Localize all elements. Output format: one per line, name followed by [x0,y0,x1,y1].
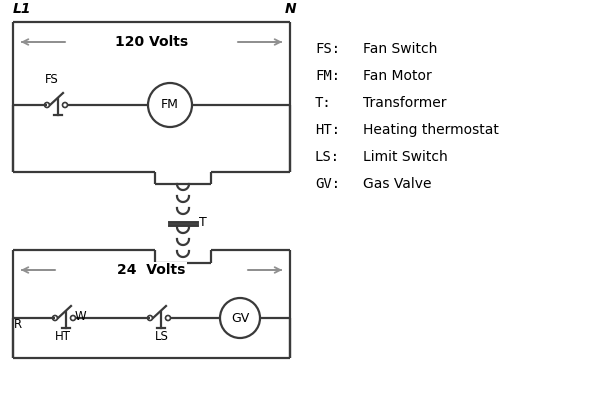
Text: HT:: HT: [315,123,340,137]
Text: Limit Switch: Limit Switch [363,150,448,164]
Text: FM:: FM: [315,69,340,83]
Text: L1: L1 [13,2,31,16]
Text: 24  Volts: 24 Volts [117,263,186,277]
Text: Fan Switch: Fan Switch [363,42,437,56]
Text: Transformer: Transformer [363,96,447,110]
Text: LS: LS [155,330,169,343]
Text: Heating thermostat: Heating thermostat [363,123,499,137]
Text: HT: HT [55,330,71,343]
Text: W: W [75,310,87,323]
Text: T: T [199,216,206,230]
Text: LS:: LS: [315,150,340,164]
Text: FM: FM [161,98,179,112]
Text: N: N [285,2,297,16]
Text: GV:: GV: [315,177,340,191]
Text: R: R [14,318,22,331]
Text: GV: GV [231,312,249,324]
Text: Gas Valve: Gas Valve [363,177,431,191]
Text: 120 Volts: 120 Volts [115,35,188,49]
Text: FS: FS [45,73,59,86]
Text: Fan Motor: Fan Motor [363,69,432,83]
Text: FS:: FS: [315,42,340,56]
Text: T:: T: [315,96,332,110]
